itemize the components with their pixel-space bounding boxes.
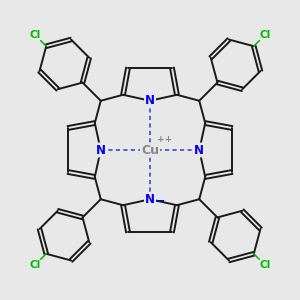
Text: Cl: Cl <box>259 260 271 270</box>
Text: N: N <box>145 94 155 107</box>
Text: Cl: Cl <box>29 260 41 270</box>
Text: Cl: Cl <box>29 30 41 40</box>
Text: N: N <box>194 143 204 157</box>
Text: −: − <box>155 195 165 208</box>
Text: Cl: Cl <box>259 30 271 40</box>
Text: Cu: Cu <box>141 143 159 157</box>
Text: N: N <box>96 143 106 157</box>
Text: ++: ++ <box>158 136 172 145</box>
Text: N: N <box>145 193 155 206</box>
